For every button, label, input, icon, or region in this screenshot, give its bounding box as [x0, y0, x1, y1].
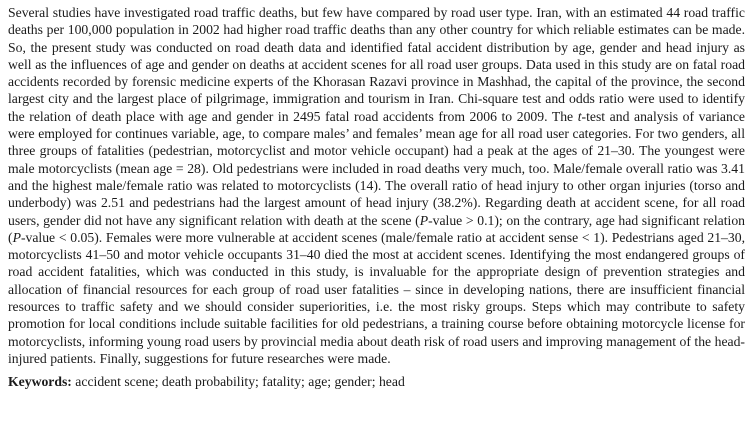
abstract-text-part-2: -test and analysis of variance were empl… — [8, 108, 745, 228]
abstract-text-part-1: Several studies have investigated road t… — [8, 5, 745, 124]
abstract-text-part-3: -value > 0.1); on the contrary, age had … — [8, 212, 746, 245]
keywords-list: accident scene; death probability; fatal… — [71, 374, 405, 390]
abstract-text-part-4: -value < 0.05). Females were more vulner… — [8, 229, 745, 366]
keywords-line: Keywords: accident scene; death probabil… — [8, 373, 745, 390]
p-value-italic-2: P — [12, 229, 21, 245]
paper-page: Several studies have investigated road t… — [8, 4, 745, 391]
p-value-italic-1: P — [419, 212, 429, 228]
t-test-italic: t — [577, 108, 582, 124]
keywords-label: Keywords: — [8, 374, 72, 390]
abstract-paragraph: Several studies have investigated road t… — [8, 4, 745, 367]
